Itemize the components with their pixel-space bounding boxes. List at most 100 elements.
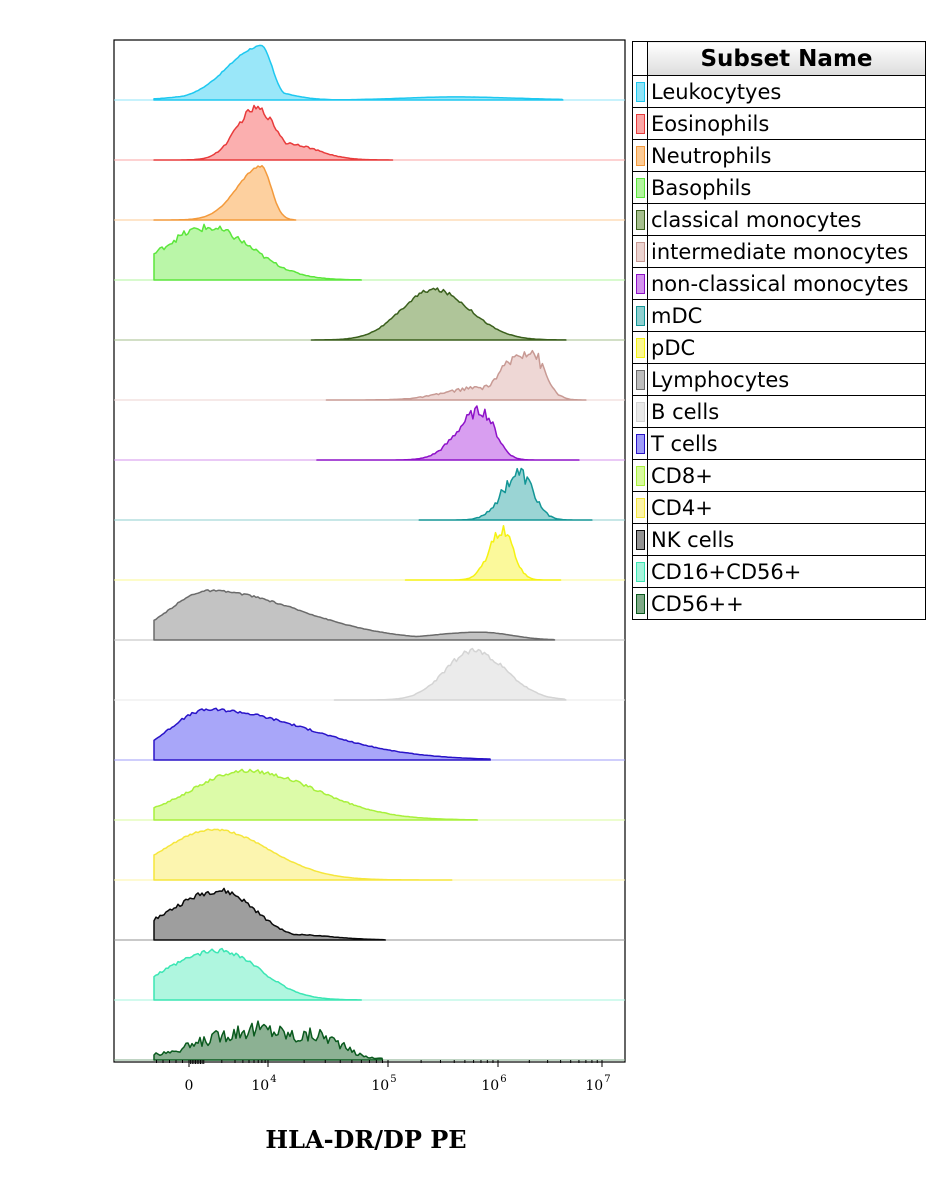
legend-row: Eosinophils [632,107,926,140]
legend-row: CD16+CD56+ [632,555,926,588]
legend-row: B cells [632,395,926,428]
x-tick-label: 0 [185,1078,194,1094]
legend-row: CD56++ [632,587,926,620]
legend-swatch-cell [632,107,648,140]
legend-swatch [635,177,645,198]
legend-header-row: Subset Name [632,41,926,76]
legend-label: Leukocytyes [647,75,926,108]
legend-row: CD8+ [632,459,926,492]
legend-label: CD16+CD56+ [647,555,926,588]
legend-label: CD56++ [647,587,926,620]
legend-swatch-cell [632,427,648,460]
histogram-area [316,405,580,461]
legend-swatch-cell [632,459,648,492]
histogram-area [153,104,394,161]
legend-swatch [635,465,645,486]
legend-swatch-cell [632,523,648,556]
histogram-leukocytyes [114,44,625,101]
histogram-cd16-cd56- [114,947,625,1001]
legend-label: Basophils [647,171,926,204]
histogram-lymphocytes [114,589,625,641]
histogram-area [153,589,556,641]
legend-row: T cells [632,427,926,460]
legend-swatch [635,145,645,166]
histogram-area [153,828,453,881]
legend-swatch-cell [632,267,648,300]
x-tick-label: 104 [251,1074,276,1094]
legend-label: Lymphocytes [647,363,926,396]
legend-row: Neutrophils [632,139,926,172]
legend-row: intermediate monocytes [632,235,926,268]
histogram-cd4- [114,828,625,881]
histogram-area [404,524,562,581]
histogram-non-classical-monocytes [114,405,625,461]
legend-swatch [635,593,645,614]
histogram-cd56- [114,1020,625,1061]
legend-label: T cells [647,427,926,460]
legend-row: NK cells [632,523,926,556]
legend: Subset Name Leukocytyes Eosinophils Neutro… [632,41,926,620]
histogram-area [153,887,387,941]
x-axis-title: HLA-DR/DP PE [265,1125,466,1154]
legend-label: mDC [647,299,926,332]
legend-swatch [635,241,645,262]
x-tick-label: 107 [585,1074,610,1094]
legend-swatch-cell [632,299,648,332]
histogram-pdc [114,524,625,581]
legend-swatch [635,273,645,294]
legend-row: Basophils [632,171,926,204]
legend-row: mDC [632,299,926,332]
legend-label: non-classical monocytes [647,267,926,300]
x-tick-label: 105 [371,1074,396,1094]
legend-swatch-cell [632,363,648,396]
legend-label: B cells [647,395,926,428]
legend-swatch [635,401,645,422]
histogram-area [153,44,564,101]
legend-swatch [635,529,645,550]
histogram-cd8- [114,768,625,821]
histogram-area [153,947,363,1001]
legend-row: non-classical monocytes [632,267,926,300]
legend-label: CD4+ [647,491,926,524]
legend-swatch [635,369,645,390]
legend-swatch [635,209,645,230]
legend-swatch-cell [632,75,648,108]
legend-label: pDC [647,331,926,364]
legend-swatch [635,113,645,134]
legend-swatch [635,81,645,102]
histogram-b-cells [114,647,625,701]
legend-row: CD4+ [632,491,926,524]
legend-swatch-cell [632,555,648,588]
legend-row: pDC [632,331,926,364]
legend-swatch [635,305,645,326]
histogram-basophils [114,223,625,281]
histogram-nk-cells [114,887,625,941]
legend-header-blank [632,41,648,76]
legend-swatch [635,497,645,518]
legend-label: CD8+ [647,459,926,492]
histogram-eosinophils [114,104,625,161]
histogram-area [153,1020,384,1061]
histogram-area [153,707,491,761]
legend-swatch [635,433,645,454]
histogram-area [325,349,587,401]
legend-label: NK cells [647,523,926,556]
histogram-area [418,467,593,521]
legend-header: Subset Name [647,41,926,76]
legend-swatch [635,561,645,582]
legend-swatch-cell [632,139,648,172]
legend-swatch [635,337,645,358]
legend-swatch-cell [632,587,648,620]
legend-label: classical monocytes [647,203,926,236]
histogram-intermediate-monocytes [114,349,625,401]
legend-swatch-cell [632,203,648,236]
legend-row: Leukocytyes [632,75,926,108]
legend-label: intermediate monocytes [647,235,926,268]
legend-row: Lymphocytes [632,363,926,396]
x-tick-label: 106 [481,1074,506,1094]
legend-row: classical monocytes [632,203,926,236]
histogram-neutrophils [114,164,625,221]
histogram-area [333,647,567,701]
legend-swatch-cell [632,491,648,524]
